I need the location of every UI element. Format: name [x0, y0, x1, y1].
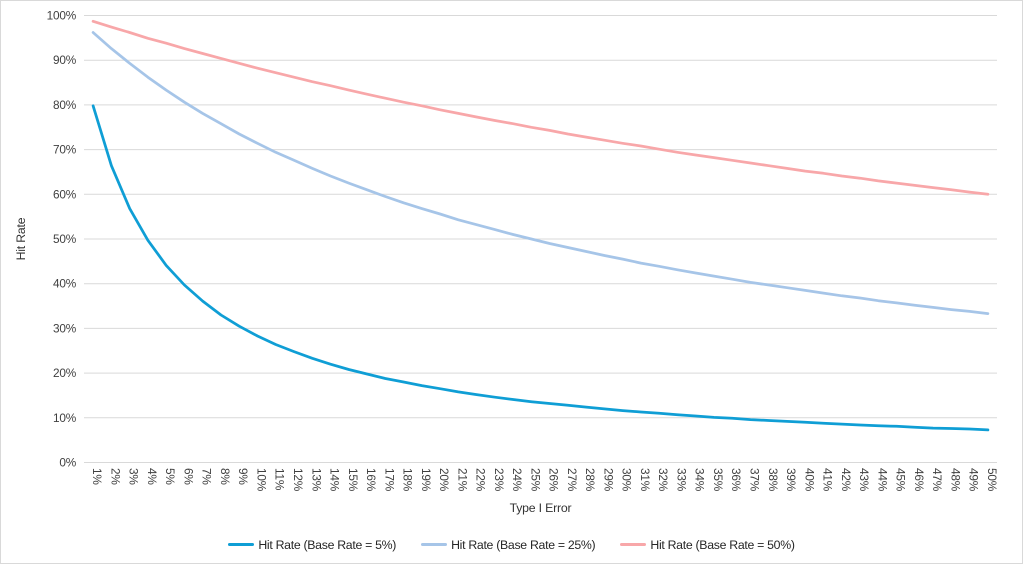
x-tick-label: 12%: [291, 468, 305, 492]
x-tick-label: 40%: [802, 468, 816, 492]
y-tick-label: 0%: [59, 456, 76, 470]
legend-entry-base-rate-50[interactable]: Hit Rate (Base Rate = 50%): [620, 537, 795, 552]
x-tick-label: 8%: [218, 468, 232, 485]
x-tick-label: 1%: [90, 468, 104, 485]
legend-line-swatch-blue: [228, 543, 255, 546]
series-line-3[interactable]: [91, 19, 990, 196]
x-tick-label: 11%: [273, 468, 287, 491]
y-tick-label: 70%: [53, 143, 77, 157]
y-tick-label: 30%: [53, 321, 77, 335]
y-tick-label: 10%: [53, 411, 77, 425]
x-tick-label: 14%: [328, 468, 342, 492]
x-tick-label: 34%: [693, 468, 707, 492]
x-tick-label: 31%: [638, 468, 652, 492]
x-tick-label: 16%: [364, 468, 378, 492]
legend-label: Hit Rate (Base Rate = 5%): [258, 537, 397, 552]
legend-entry-base-rate-5[interactable]: Hit Rate (Base Rate = 5%): [228, 538, 396, 552]
x-tick-label: 48%: [948, 468, 962, 492]
x-tick-label: 4%: [145, 468, 159, 485]
y-tick-label: 80%: [53, 98, 77, 112]
x-tick-label: 20%: [437, 468, 451, 492]
y-tick-label: 20%: [53, 366, 77, 380]
x-tick-label: 45%: [894, 468, 908, 492]
x-tick-label: 7%: [200, 468, 214, 485]
x-tick-label: 19%: [419, 468, 433, 492]
y-tick-label: 100%: [47, 9, 77, 23]
x-tick-label: 32%: [656, 468, 670, 492]
x-tick-label: 42%: [839, 468, 853, 492]
x-tick-label: 9%: [236, 468, 250, 485]
x-tick-label: 38%: [766, 468, 780, 492]
x-tick-label: 27%: [565, 468, 579, 492]
x-tick-label: 28%: [583, 468, 597, 492]
x-tick-label: 6%: [181, 468, 195, 485]
x-tick-label: 5%: [163, 468, 177, 485]
x-tick-label: 41%: [821, 468, 835, 492]
x-axis-title: Type I Error: [510, 501, 572, 515]
series-line-2[interactable]: [91, 31, 990, 315]
y-tick-label: 40%: [53, 277, 77, 291]
x-tick-label: 18%: [401, 468, 415, 492]
y-tick-label: 60%: [53, 187, 77, 201]
x-tick-label: 35%: [711, 468, 725, 492]
legend-label: Hit Rate (Base Rate = 50%): [650, 537, 795, 552]
x-tick-label: 44%: [875, 468, 889, 492]
series-line-1[interactable]: [91, 104, 990, 432]
x-tick-label: 17%: [382, 468, 396, 492]
x-tick-label: 3%: [127, 468, 141, 485]
x-tick-label: 26%: [547, 468, 561, 492]
x-tick-label: 37%: [747, 468, 761, 492]
x-tick-label: 2%: [108, 468, 122, 485]
x-tick-label: 33%: [674, 468, 688, 492]
x-tick-label: 46%: [912, 468, 926, 492]
x-tick-label: 29%: [601, 468, 615, 492]
x-tick-label: 39%: [784, 468, 798, 492]
legend-line-swatch-light-blue: [421, 543, 448, 546]
y-tick-label: 90%: [53, 53, 77, 67]
x-tick-label: 23%: [492, 468, 506, 492]
x-tick-label: 15%: [346, 468, 360, 492]
x-tick-label: 30%: [620, 468, 634, 492]
x-tick-label: 13%: [309, 468, 323, 492]
x-tick-label: 43%: [857, 468, 871, 492]
x-tick-label: 25%: [528, 468, 542, 492]
x-tick-label: 22%: [474, 468, 488, 492]
legend-entry-base-rate-25[interactable]: Hit Rate (Base Rate = 25%): [421, 537, 596, 552]
y-axis-title: Hit Rate: [14, 217, 28, 260]
chart-legend: Hit Rate (Base Rate = 5%) Hit Rate (Base…: [1, 536, 1022, 553]
legend-label: Hit Rate (Base Rate = 25%): [451, 537, 596, 552]
x-tick-label: 36%: [729, 468, 743, 492]
legend-line-swatch-pink: [620, 543, 647, 546]
x-tick-label: 50%: [985, 468, 999, 492]
x-tick-label: 49%: [967, 468, 981, 492]
x-tick-label: 24%: [510, 468, 524, 492]
x-tick-label: 10%: [254, 468, 268, 492]
x-tick-label: 47%: [930, 468, 944, 492]
y-tick-label: 50%: [53, 232, 77, 246]
x-tick-label: 21%: [455, 468, 469, 492]
